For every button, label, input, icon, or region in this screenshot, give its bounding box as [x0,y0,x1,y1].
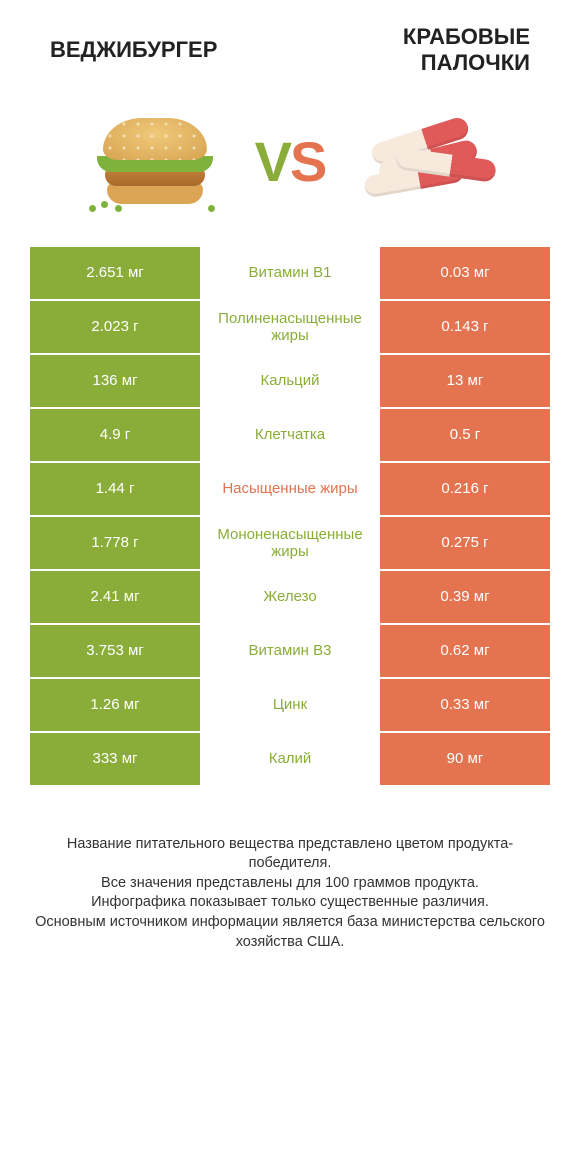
table-row: 4.9 гКлетчатка0.5 г [30,409,550,461]
right-value-cell: 0.03 мг [380,247,550,299]
left-product-title: ВЕДЖИБУРГЕР [40,37,290,63]
right-value-cell: 0.33 мг [380,679,550,731]
footer-line: Все значения представлены для 100 граммо… [30,874,550,894]
table-row: 2.023 гПолиненасыщенные жиры0.143 г [30,301,550,353]
footer-notes: Название питательного вещества представл… [30,835,550,952]
table-row: 136 мгКальций13 мг [30,355,550,407]
nutrient-label: Кальций [200,355,380,407]
table-row: 1.778 гМононенасыщенные жиры0.275 г [30,517,550,569]
nutrient-label: Железо [200,571,380,623]
header: ВЕДЖИБУРГЕР КРАБОВЫЕ ПАЛОЧКИ [0,0,580,87]
footer-line: Основным источником информации является … [30,913,550,952]
right-value-cell: 0.5 г [380,409,550,461]
left-value-cell: 3.753 мг [30,625,200,677]
vs-row: VS [0,107,580,217]
left-value-cell: 1.26 мг [30,679,200,731]
left-value-cell: 2.651 мг [30,247,200,299]
right-value-cell: 0.62 мг [380,625,550,677]
right-product-image [345,107,505,217]
footer-line: Название питательного вещества представл… [30,835,550,874]
table-row: 1.44 гНасыщенные жиры0.216 г [30,463,550,515]
nutrient-label: Калий [200,733,380,785]
comparison-table: 2.651 мгВитамин B10.03 мг2.023 гПолинена… [30,247,550,785]
table-row: 333 мгКалий90 мг [30,733,550,785]
left-value-cell: 1.778 г [30,517,200,569]
left-value-cell: 136 мг [30,355,200,407]
left-value-cell: 2.41 мг [30,571,200,623]
right-value-cell: 0.275 г [380,517,550,569]
nutrient-label: Мононенасыщенные жиры [200,517,380,569]
table-row: 1.26 мгЦинк0.33 мг [30,679,550,731]
left-value-cell: 1.44 г [30,463,200,515]
burger-icon [85,112,225,212]
right-value-cell: 0.143 г [380,301,550,353]
nutrient-label: Цинк [200,679,380,731]
crab-sticks-icon [350,112,500,212]
nutrient-label: Витамин B3 [200,625,380,677]
nutrient-label: Витамин B1 [200,247,380,299]
vs-label: VS [255,129,326,194]
nutrient-label: Насыщенные жиры [200,463,380,515]
right-value-cell: 0.39 мг [380,571,550,623]
right-product-title: КРАБОВЫЕ ПАЛОЧКИ [290,24,540,77]
nutrient-label: Полиненасыщенные жиры [200,301,380,353]
left-value-cell: 2.023 г [30,301,200,353]
footer-line: Инфографика показывает только существенн… [30,893,550,913]
right-value-cell: 13 мг [380,355,550,407]
table-row: 3.753 мгВитамин B30.62 мг [30,625,550,677]
left-value-cell: 333 мг [30,733,200,785]
table-row: 2.651 мгВитамин B10.03 мг [30,247,550,299]
nutrient-label: Клетчатка [200,409,380,461]
left-product-image [75,107,235,217]
left-value-cell: 4.9 г [30,409,200,461]
right-value-cell: 90 мг [380,733,550,785]
right-value-cell: 0.216 г [380,463,550,515]
table-row: 2.41 мгЖелезо0.39 мг [30,571,550,623]
